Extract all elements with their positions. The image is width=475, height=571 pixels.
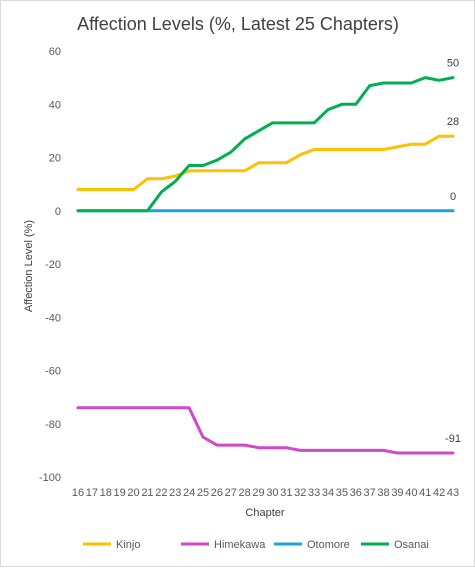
series-line-himekawa xyxy=(76,406,455,455)
x-tick-label: 35 xyxy=(336,487,348,499)
y-axis-label: Affection Level (%) xyxy=(23,220,35,312)
x-tick-label: 32 xyxy=(294,487,306,499)
y-tick-label: 20 xyxy=(49,153,61,165)
legend-label-osanai: Osanai xyxy=(394,539,429,551)
y-tick-labels: 60 40 20 0 -20 -40 -60 -80 -100 xyxy=(39,46,61,484)
y-tick-label: -80 xyxy=(45,419,61,431)
x-tick-label: 19 xyxy=(114,487,126,499)
x-tick-label: 43 xyxy=(447,487,459,499)
y-tick-label: 0 xyxy=(55,206,61,218)
x-tick-label: 30 xyxy=(266,487,278,499)
x-tick-label: 39 xyxy=(391,487,403,499)
end-label-otomore: 0 xyxy=(450,191,456,203)
x-tick-label: 18 xyxy=(100,487,112,499)
x-tick-label: 41 xyxy=(419,487,431,499)
x-tick-label: 17 xyxy=(86,487,98,499)
x-tick-label: 42 xyxy=(433,487,445,499)
x-tick-label: 36 xyxy=(350,487,362,499)
x-tick-label: 40 xyxy=(405,487,417,499)
end-label-himekawa: -91 xyxy=(445,433,461,445)
y-tick-label: -40 xyxy=(45,312,61,324)
end-label-kinjo: 28 xyxy=(447,116,459,128)
x-tick-label: 38 xyxy=(377,487,389,499)
x-tick-label: 33 xyxy=(308,487,320,499)
x-axis-label: Chapter xyxy=(245,507,284,519)
y-tick-label: -100 xyxy=(39,472,61,484)
x-tick-label: 26 xyxy=(211,487,223,499)
series-line-kinjo xyxy=(76,134,455,191)
x-tick-label: 37 xyxy=(364,487,376,499)
x-tick-label: 27 xyxy=(225,487,237,499)
series-lines xyxy=(76,76,455,455)
x-tick-label: 20 xyxy=(127,487,139,499)
series-line-osanai xyxy=(76,76,455,213)
legend: Kinjo Himekawa Otomore Osanai xyxy=(83,539,429,551)
x-tick-label: 23 xyxy=(169,487,181,499)
y-tick-label: -60 xyxy=(45,366,61,378)
end-label-osanai: 50 xyxy=(447,58,459,70)
x-tick-label: 16 xyxy=(72,487,84,499)
x-tick-labels: 16 17 18 19 20 21 22 23 24 25 26 27 28 29 30 31 32 33 34 35… xyxy=(72,487,459,499)
legend-label-otomore: Otomore xyxy=(307,539,350,551)
y-tick-label: 60 xyxy=(49,46,61,58)
y-tick-label: 40 xyxy=(49,99,61,111)
x-tick-label: 21 xyxy=(141,487,153,499)
x-tick-label: 34 xyxy=(322,487,334,499)
chart-title: Affection Levels (%, Latest 25 Chapters) xyxy=(77,14,399,34)
legend-label-himekawa: Himekawa xyxy=(214,539,266,551)
x-tick-label: 24 xyxy=(183,487,195,499)
x-tick-label: 22 xyxy=(155,487,167,499)
end-data-labels: 28 -91 0 50 xyxy=(445,58,461,445)
x-tick-label: 31 xyxy=(280,487,292,499)
y-tick-label: -20 xyxy=(45,259,61,271)
x-tick-label: 28 xyxy=(239,487,251,499)
x-tick-label: 25 xyxy=(197,487,209,499)
x-tick-label: 29 xyxy=(252,487,264,499)
legend-label-kinjo: Kinjo xyxy=(116,539,140,551)
